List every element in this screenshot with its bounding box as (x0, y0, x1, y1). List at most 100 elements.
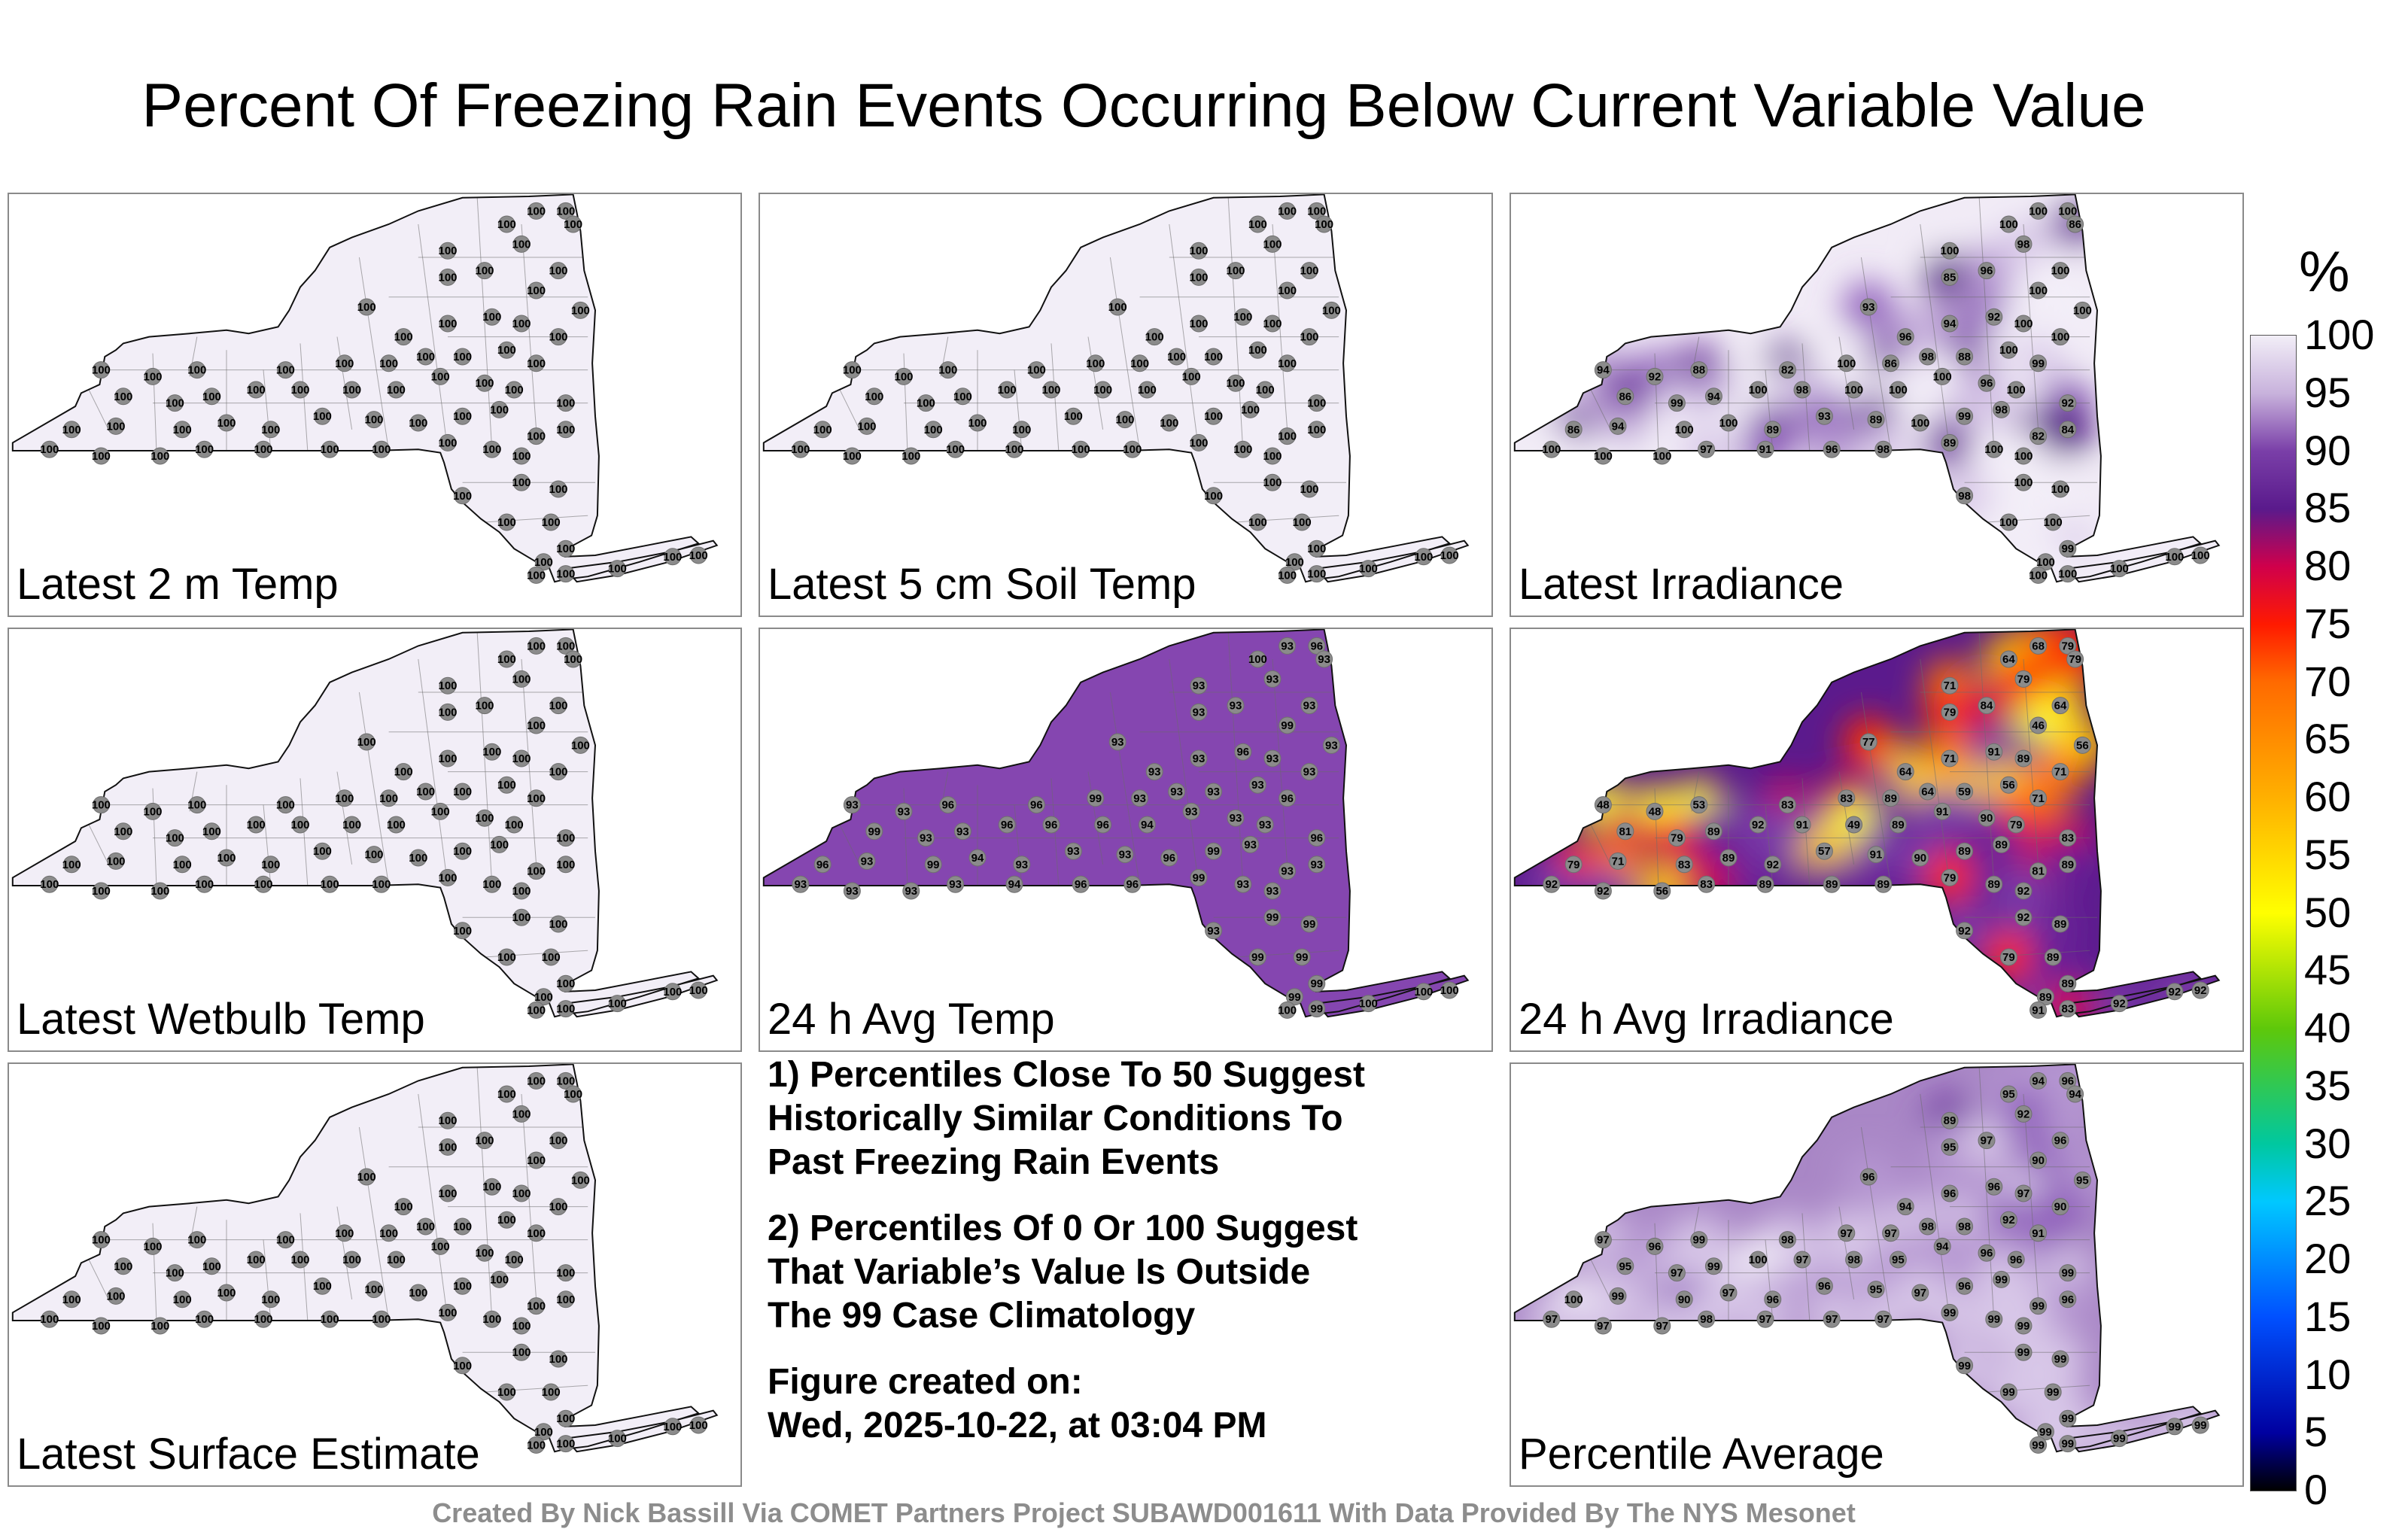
station-value: 93 (1236, 878, 1249, 891)
station-marker: 89 (2051, 915, 2069, 933)
station-marker: 93 (1190, 676, 1208, 695)
station-dot (1668, 829, 1686, 847)
station-marker: 100 (1933, 367, 1952, 385)
station-value: 94 (2069, 1088, 2081, 1101)
station-value: 100 (482, 1313, 501, 1326)
station-dot (491, 400, 509, 418)
station-marker: 100 (1940, 242, 1960, 260)
station-dot (343, 816, 361, 834)
state-outline (11, 194, 701, 583)
station-dot (557, 1290, 575, 1309)
station-value: 99 (1958, 410, 1971, 423)
station-marker: 100 (1999, 341, 2018, 359)
station-value: 86 (2069, 218, 2081, 231)
station-value: 100 (92, 364, 111, 377)
station-value: 100 (247, 819, 266, 831)
station-dot (512, 1343, 531, 1361)
station-dot (2051, 697, 2069, 715)
station-marker: 100 (1189, 268, 1209, 286)
station-marker: 93 (1859, 298, 1877, 316)
station-dot (1845, 381, 1863, 399)
station-marker: 100 (372, 440, 391, 458)
station-dot (1653, 447, 1671, 465)
station-dot (188, 361, 206, 379)
station-dot (454, 1217, 472, 1236)
station-dot (491, 835, 509, 853)
station-marker: 100 (195, 875, 214, 893)
station-marker: 100 (1322, 301, 1341, 319)
station-marker: 100 (2058, 202, 2077, 220)
station-dot (528, 789, 546, 807)
station-value: 90 (1981, 812, 1993, 825)
station-dot (1911, 1284, 1929, 1302)
station-value: 98 (1700, 1313, 1713, 1326)
panel-label: Percentile Average (1519, 1430, 1884, 1479)
station-value: 99 (2054, 1353, 2067, 1366)
station-dot (2029, 1071, 2048, 1090)
station-value: 90 (1678, 1293, 1691, 1306)
station-dot (365, 1281, 383, 1299)
station-marker: 100 (438, 703, 458, 721)
station-marker: 100 (1241, 400, 1260, 418)
station-dot (1985, 308, 2003, 326)
station-value: 100 (1248, 653, 1267, 666)
station-dot (2059, 829, 2077, 847)
station-dot (1646, 1237, 1664, 1255)
station-dot (947, 440, 965, 458)
station-value: 100 (556, 543, 575, 555)
station-marker: 100 (1307, 565, 1326, 583)
county-line (1227, 632, 1244, 886)
station-value: 100 (527, 792, 546, 805)
station-dot (2029, 637, 2048, 655)
station-dot (2029, 566, 2048, 584)
station-marker: 93 (1278, 637, 1297, 655)
station-value: 99 (1207, 845, 1220, 858)
station-value: 92 (2002, 1214, 2015, 1226)
station-dot (1793, 381, 1811, 399)
station-dot (512, 315, 531, 333)
station-value: 99 (2032, 1300, 2045, 1313)
station-dot (1564, 421, 1583, 439)
station-value: 100 (261, 859, 280, 871)
station-marker: 92 (1999, 1211, 2017, 1229)
station-marker: 100 (2029, 202, 2048, 220)
station-value: 100 (166, 397, 184, 410)
station-dot (1594, 447, 1612, 465)
station-marker: 100 (379, 789, 398, 807)
station-dot (1698, 440, 1716, 458)
station-value: 100 (1940, 245, 1959, 257)
station-dot (144, 802, 162, 820)
station-value: 100 (475, 377, 494, 390)
station-marker: 100 (1130, 354, 1149, 372)
station-value: 94 (1141, 819, 1154, 831)
station-dot (1978, 1132, 1996, 1150)
colorbar-tick-label: 75 (2304, 599, 2352, 647)
station-dot (1263, 473, 1282, 491)
station-marker: 92 (1764, 856, 1782, 874)
station-dot (62, 856, 81, 874)
station-marker: 99 (1300, 915, 1318, 933)
station-dot (1190, 703, 1208, 721)
station-dot (2059, 1290, 2077, 1309)
station-marker: 100 (490, 400, 509, 418)
station-value: 100 (2036, 556, 2055, 569)
station-marker: 100 (556, 565, 575, 583)
station-value: 49 (1847, 819, 1860, 831)
station-value: 100 (1263, 450, 1282, 463)
station-marker: 100 (379, 354, 398, 372)
station-value: 100 (290, 384, 309, 397)
station-value: 100 (1115, 414, 1134, 427)
station-dot (476, 262, 494, 280)
station-value: 100 (2051, 331, 2069, 344)
station-marker: 100 (512, 315, 531, 333)
station-marker: 86 (1616, 388, 1634, 406)
station-marker: 100 (247, 816, 266, 834)
station-value: 100 (497, 653, 516, 666)
station-dot (1263, 235, 1282, 253)
station-value: 100 (608, 1433, 627, 1445)
station-dot (1999, 513, 2017, 531)
station-value: 100 (527, 865, 546, 878)
station-dot (62, 1290, 81, 1309)
station-value: 100 (556, 568, 575, 581)
station-value: 100 (438, 706, 457, 719)
